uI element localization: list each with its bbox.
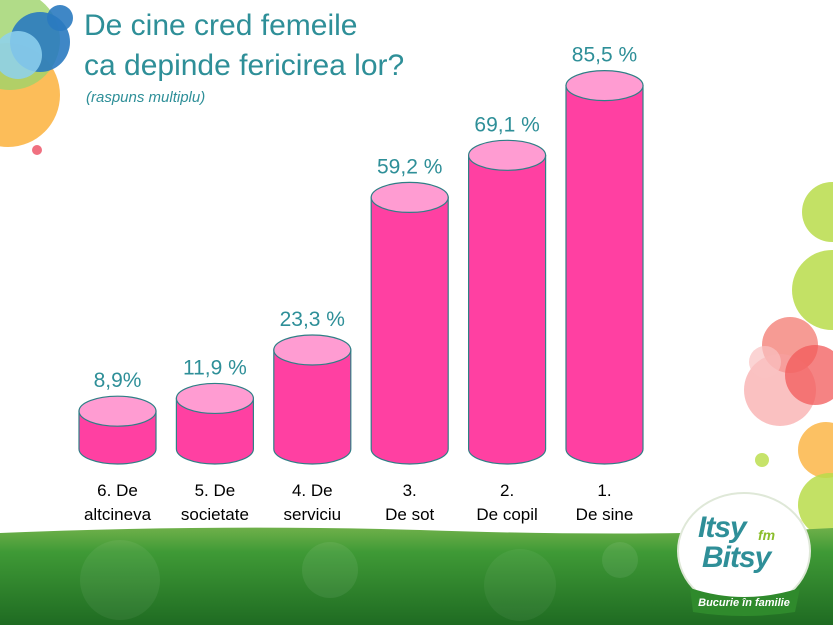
category-label: serviciu — [283, 505, 341, 524]
logo-text-fm: fm — [758, 527, 776, 543]
category-label: De sot — [385, 505, 434, 524]
category-label: societate — [181, 505, 249, 524]
bar-top-1 — [78, 395, 157, 427]
value-label: 11,9 % — [183, 356, 247, 379]
bar-top-5 — [468, 139, 547, 171]
bubble — [749, 346, 781, 378]
logo-tagline: Bucurie în familie — [698, 597, 790, 609]
bubble — [755, 453, 769, 467]
title-line-1: De cine cred femeile — [84, 9, 358, 42]
bubble — [792, 250, 833, 330]
bubble — [32, 145, 42, 155]
bubble — [0, 31, 42, 79]
category-label: 3. — [403, 481, 417, 500]
bar-2 — [175, 397, 254, 465]
category-label: De sine — [576, 505, 634, 524]
value-label: 69,1 % — [474, 113, 539, 136]
bubble — [798, 422, 833, 478]
value-label: 59,2 % — [377, 155, 442, 178]
title-line-2: ca depinde fericirea lor? — [84, 49, 405, 82]
bar-4 — [370, 196, 449, 465]
page-subtitle: (raspuns multiplu) — [86, 89, 206, 106]
category-label: 2. — [500, 481, 514, 500]
footer-band — [0, 527, 833, 625]
bubble — [802, 182, 833, 242]
bar-top-3 — [273, 334, 352, 366]
logo-text-bitsy: Bitsy — [702, 541, 771, 574]
value-label: 23,3 % — [280, 308, 345, 331]
bubble — [47, 5, 73, 31]
category-label: 1. — [597, 481, 611, 500]
bubble — [798, 473, 833, 537]
bar-5 — [468, 154, 547, 465]
page-title: De cine cred femeile ca depinde fericire… — [84, 6, 404, 86]
category-label: altcineva — [84, 505, 152, 524]
bar-top-6 — [565, 70, 644, 102]
bar-top-2 — [175, 382, 254, 415]
value-label: 8,9% — [94, 369, 142, 392]
logo-text-itsy: Itsy — [698, 511, 747, 544]
category-label: 6. De — [97, 481, 138, 500]
category-label: 5. De — [195, 481, 236, 500]
bubble — [785, 345, 833, 405]
bar-top-4 — [370, 181, 449, 213]
category-label: De copil — [476, 505, 537, 524]
value-label: 85,5 % — [572, 44, 637, 67]
bar-3 — [273, 349, 352, 465]
itsy-bitsy-logo: Itsy fm Bitsy Bucurie în familie — [676, 499, 812, 611]
bar-6 — [565, 85, 644, 465]
category-label: 4. De — [292, 481, 333, 500]
